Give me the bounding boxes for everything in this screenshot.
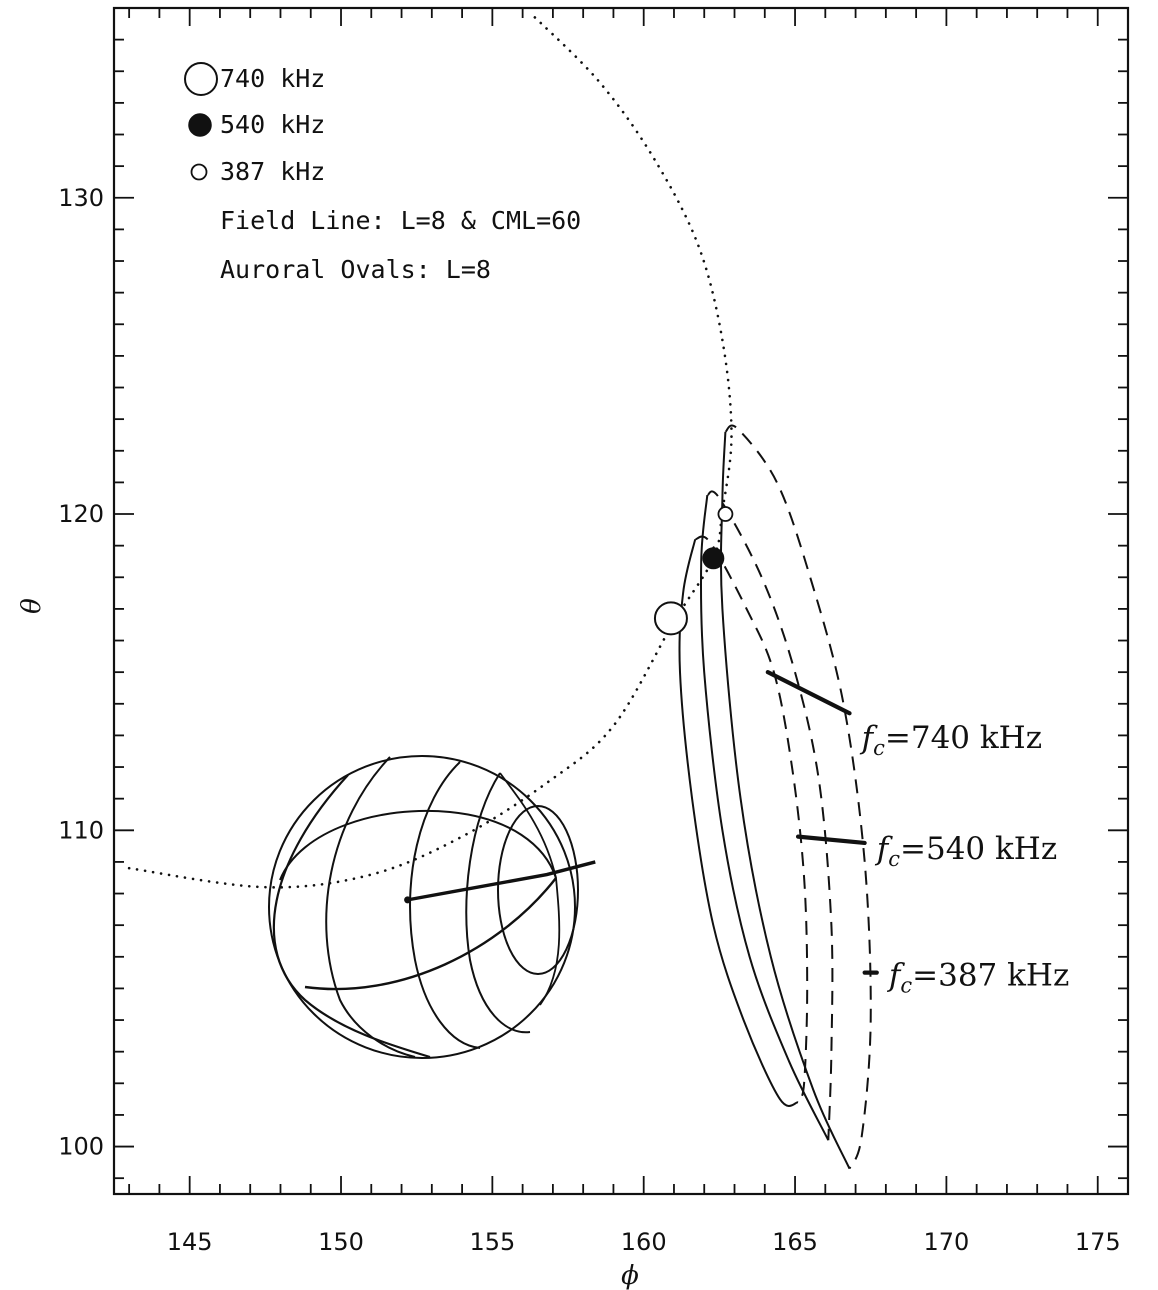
legend-marker-387 [190, 163, 208, 181]
plot-frame [112, 6, 1130, 1196]
planet-pole-line [499, 772, 557, 879]
oval-dashed-1 [706, 490, 834, 1141]
x-tick-label: 165 [772, 1228, 818, 1256]
planet-globe [268, 755, 579, 1059]
x-axis-title: ϕ [621, 1261, 639, 1290]
marker-740 [653, 601, 688, 636]
planet-parallel [279, 809, 557, 881]
planet-limb [268, 755, 576, 1059]
marker-540 [702, 547, 725, 570]
y-axis-title: θ [17, 598, 47, 614]
legend-label-387: 387 kHz [220, 157, 325, 186]
spoke-foot-point [404, 896, 412, 904]
planet-parallel [304, 877, 557, 991]
planet-meridian [325, 756, 416, 1058]
oval-solid-1 [699, 495, 830, 1141]
oval-solid-2 [719, 431, 851, 1170]
fc-label: fc=740 kHz [860, 720, 1042, 760]
x-tick-label: 175 [1075, 1228, 1121, 1256]
marker-387 [717, 506, 734, 522]
legend-marker-740 [184, 62, 218, 96]
oval-dashed-2 [724, 424, 872, 1170]
y-tick-label: 100 [58, 1133, 104, 1161]
x-tick-label: 155 [469, 1228, 515, 1256]
planet-meridian [409, 761, 481, 1049]
oval-dashed-0 [694, 535, 809, 1103]
planet-meridian [272, 774, 431, 1059]
y-tick-label: 130 [58, 184, 104, 212]
auroral-ovals [678, 424, 872, 1170]
x-tick-label: 150 [318, 1228, 364, 1256]
field-spoke [404, 860, 596, 904]
planet-auroral-ring [497, 805, 579, 975]
field-spoke-line [407, 860, 596, 902]
fc-label: fc=387 kHz [887, 957, 1069, 997]
tick-labels: 145 150 155 160 165 170 175 100 110 120 130 [58, 184, 1120, 1256]
frequency-markers [653, 506, 734, 636]
field-line [127, 13, 733, 889]
note-auroral-ovals: Auroral Ovals: L=8 [220, 255, 491, 284]
legend-label-740: 740 kHz [220, 64, 325, 93]
legend: 740 kHz 540 kHz 387 kHz Field Line: L=8 … [184, 62, 581, 284]
planet-pole-line [539, 877, 561, 1006]
field-line-path [127, 13, 733, 889]
fc-indicator-bar [795, 834, 867, 846]
x-tick-label: 170 [923, 1228, 969, 1256]
fc-label: fc=540 kHz [875, 831, 1057, 871]
x-tick-label: 160 [621, 1228, 667, 1256]
legend-label-540: 540 kHz [220, 110, 325, 139]
oval-solid-0 [678, 539, 799, 1107]
legend-marker-540 [188, 113, 212, 137]
x-tick-label: 145 [167, 1228, 213, 1256]
y-tick-label: 120 [58, 500, 104, 528]
frequency-labels: fc=740 kHz fc=540 kHz fc=387 kHz [765, 670, 1069, 997]
axis-ticks [114, 7, 1129, 1194]
note-field-line: Field Line: L=8 & CML=60 [220, 206, 581, 235]
fc-indicator-bar [765, 670, 852, 716]
y-tick-label: 110 [58, 816, 104, 844]
